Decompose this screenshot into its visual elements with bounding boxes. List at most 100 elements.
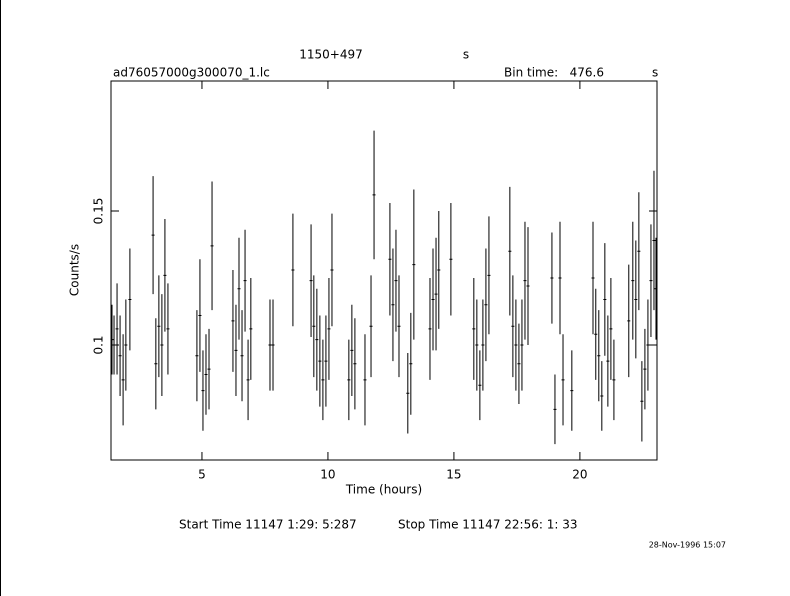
error-bar — [646, 299, 650, 391]
error-bar — [353, 318, 357, 410]
x-tick-label: 10 — [320, 468, 335, 482]
title-unit: s — [463, 48, 469, 62]
error-bar — [472, 278, 476, 380]
error-bar — [631, 221, 635, 340]
error-bar — [627, 264, 631, 378]
error-bar — [475, 299, 479, 391]
error-bar — [397, 275, 401, 378]
error-bar — [318, 315, 322, 407]
error-bar — [271, 299, 275, 391]
error-bar — [231, 269, 235, 372]
error-bar — [327, 278, 331, 380]
error-bar — [484, 248, 488, 362]
error-bar — [570, 350, 574, 431]
error-bar — [652, 170, 656, 311]
error-bar — [609, 278, 613, 380]
error-bar — [321, 339, 325, 421]
error-bar — [406, 353, 410, 434]
error-bar — [246, 339, 250, 421]
error-bar — [634, 240, 638, 359]
error-bar — [160, 294, 164, 396]
error-bar — [428, 278, 432, 380]
error-bar — [520, 299, 524, 391]
x-tick-label: 15 — [446, 468, 461, 482]
error-bar — [643, 328, 647, 410]
bin-time-label: Bin time: — [504, 66, 558, 80]
error-bar — [110, 304, 114, 375]
error-bar — [526, 227, 530, 346]
error-bar — [391, 248, 395, 362]
error-bar — [124, 299, 128, 391]
error-bar — [234, 304, 238, 396]
error-bar — [291, 213, 295, 327]
error-bar — [163, 219, 167, 332]
error-bar — [118, 315, 122, 396]
error-bar — [637, 192, 641, 311]
error-bar — [207, 328, 211, 410]
error-bar — [388, 202, 392, 316]
error-bar — [487, 216, 491, 335]
error-bar — [550, 232, 554, 324]
error-bar — [603, 243, 607, 356]
error-bar — [268, 299, 272, 391]
start-time: Start Time 11147 1:29: 5:287 — [179, 518, 357, 532]
error-bar — [654, 237, 658, 340]
error-bar — [198, 259, 202, 372]
error-bar — [363, 334, 367, 426]
error-bar — [243, 229, 247, 332]
y-axis-label: Counts/s — [68, 244, 82, 296]
error-bar — [309, 224, 313, 337]
chart-title: 1150+497 — [299, 48, 363, 62]
error-bar — [166, 283, 170, 375]
error-bar — [478, 350, 482, 421]
error-bar — [649, 224, 653, 337]
error-bar — [606, 315, 610, 407]
error-bar — [640, 361, 644, 442]
error-bar — [481, 299, 485, 391]
error-bar — [237, 237, 241, 340]
error-bar — [434, 237, 438, 351]
error-bar — [154, 318, 158, 410]
error-bar — [204, 334, 208, 415]
error-bar — [508, 186, 512, 316]
error-bar — [151, 176, 155, 295]
error-bar — [372, 130, 376, 260]
error-bar — [597, 310, 601, 402]
error-bar — [600, 361, 604, 431]
error-bar — [517, 323, 521, 404]
error-bar — [157, 275, 161, 378]
error-bar — [449, 202, 453, 316]
file-name: ad76057000g300070_1.lc — [113, 66, 270, 80]
x-tick-label: 5 — [198, 468, 206, 482]
error-bar — [612, 339, 616, 421]
error-bar — [115, 283, 119, 375]
x-axis-label: Time (hours) — [345, 483, 422, 497]
error-bar — [514, 299, 518, 391]
error-bar — [553, 374, 557, 445]
error-bar — [594, 288, 598, 380]
bin-time: 476.6 — [570, 66, 604, 80]
error-bar — [561, 334, 565, 426]
error-bar — [121, 334, 125, 426]
error-bar — [350, 304, 354, 396]
error-bar — [369, 275, 373, 378]
error-bar — [412, 189, 416, 340]
error-bar — [523, 221, 527, 340]
error-bar — [324, 315, 328, 407]
timestamp: 28-Nov-1996 15:07 — [649, 541, 726, 550]
error-bar — [330, 213, 334, 327]
error-bar — [195, 310, 199, 402]
error-bar — [112, 315, 116, 375]
plot-frame — [110, 80, 658, 461]
error-bar — [409, 312, 413, 415]
error-bar — [558, 221, 562, 335]
error-bar — [394, 229, 398, 332]
error-bar — [312, 275, 316, 378]
y-tick-label: 0.15 — [92, 198, 106, 225]
error-bar — [240, 310, 244, 402]
x-tick-label: 20 — [572, 468, 587, 482]
error-bar — [315, 288, 319, 391]
error-bar — [591, 221, 595, 335]
